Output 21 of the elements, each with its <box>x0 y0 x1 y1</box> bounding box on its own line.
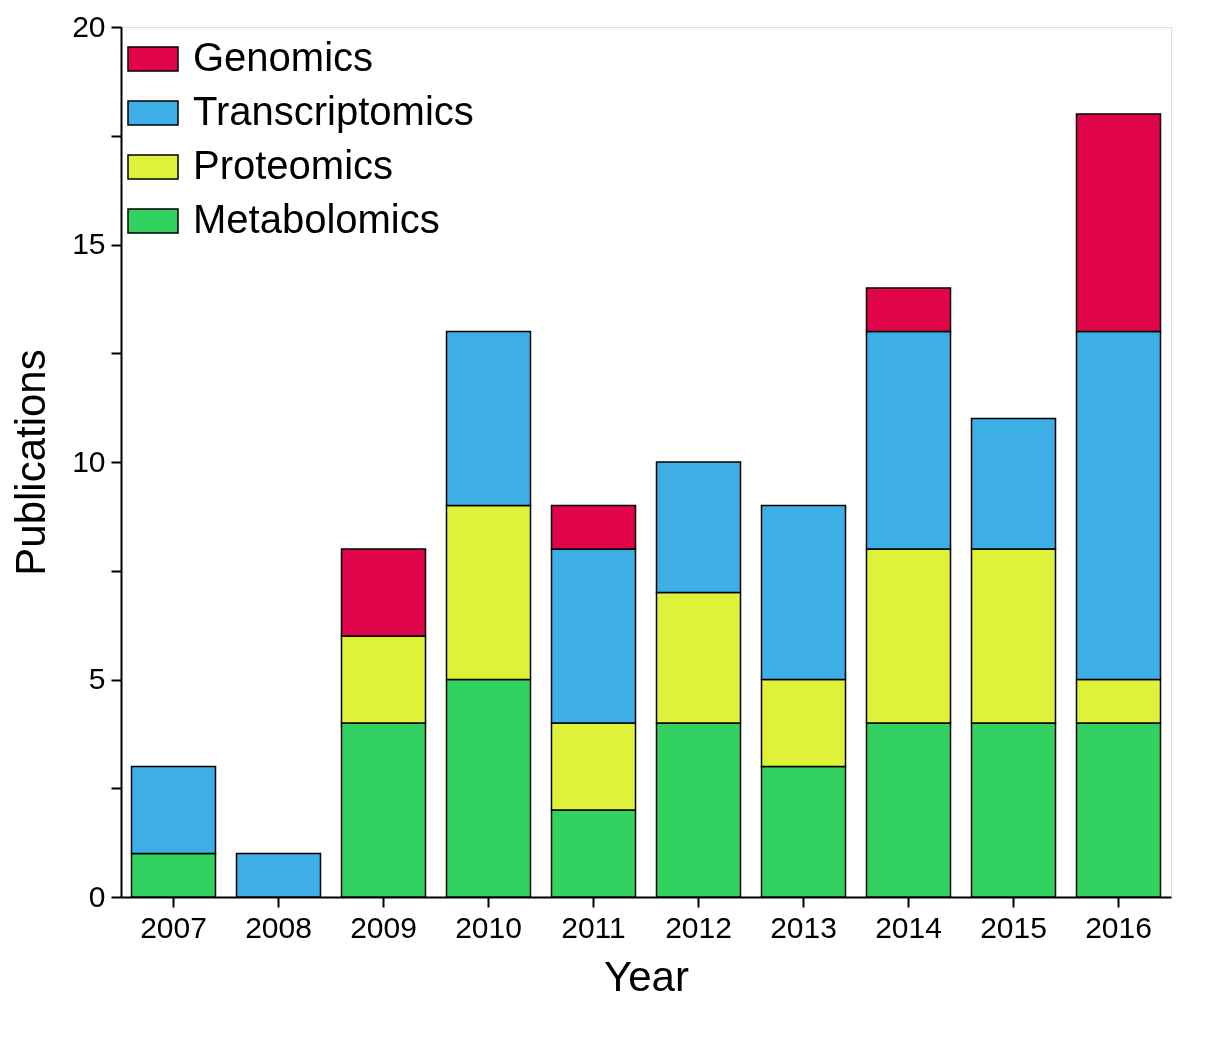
x-axis-title: Year <box>604 952 689 1000</box>
y-tick-label: 10 <box>72 444 106 478</box>
x-tick-label: 2011 <box>561 910 626 944</box>
x-tick-label: 2013 <box>770 910 837 944</box>
x-tick-label: 2007 <box>140 910 207 944</box>
legend-label: Proteomics <box>193 143 394 187</box>
y-tick-label: 15 <box>72 227 106 260</box>
legend-label: Transcriptomics <box>193 89 474 133</box>
x-tick-label: 2015 <box>980 910 1047 944</box>
x-tick-label: 2016 <box>1085 910 1152 944</box>
y-tick-label: 0 <box>88 879 106 913</box>
y-axis-title: Publications <box>7 349 55 576</box>
x-tick-label: 2014 <box>875 910 942 944</box>
y-tick-label: 5 <box>88 662 106 695</box>
x-tick-label: 2012 <box>665 910 732 944</box>
y-tick-label: 20 <box>72 9 106 43</box>
legend-label: Genomics <box>193 35 374 79</box>
x-tick-label: 2009 <box>350 910 417 944</box>
x-tick-label: 2010 <box>455 910 522 944</box>
legend-label: Metabolomics <box>193 197 440 241</box>
x-tick-label: 2008 <box>245 910 312 944</box>
